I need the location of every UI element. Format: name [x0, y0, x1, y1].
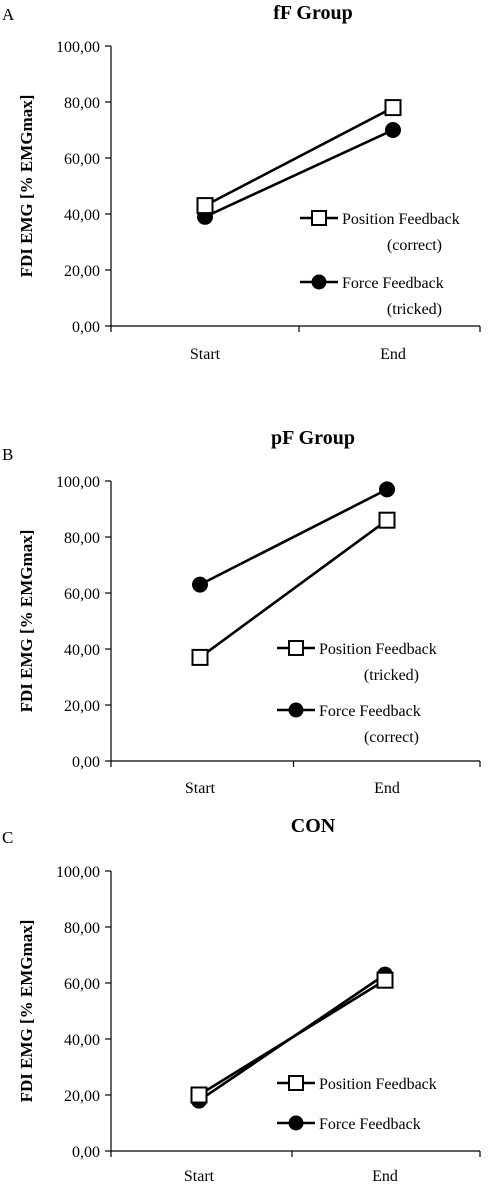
y-axis-label: FDI EMG [% EMGmax]: [17, 530, 36, 713]
y-tick-label: 20,00: [64, 1088, 100, 1105]
force-feedback-point: [385, 122, 401, 138]
legend-label: Position Feedback: [342, 211, 460, 228]
chart-title: pF Group: [271, 427, 355, 449]
y-axis-label: FDI EMG [% EMGmax]: [17, 920, 36, 1103]
legend-entry-position: Position Feedback: [277, 1075, 437, 1093]
y-tick-label: 80,00: [64, 95, 100, 112]
position-feedback-point: [196, 197, 214, 215]
position-feedback-point: [378, 511, 396, 529]
legend-label: Force Feedback: [319, 1116, 421, 1133]
legend-label-sub: (correct): [387, 237, 442, 254]
legend-square-marker: [311, 210, 327, 226]
series-line-force: [204, 128, 394, 218]
y-tick-label: 0,00: [72, 754, 100, 771]
y-tick-label: 40,00: [64, 1032, 100, 1049]
x-tick-label: Start: [190, 346, 221, 363]
y-tick-label: 60,00: [64, 586, 100, 603]
position-feedback-point: [384, 99, 402, 117]
x-tick-label: End: [380, 346, 406, 363]
y-tick-label: 100,00: [56, 474, 100, 491]
legend-circle-marker: [311, 274, 327, 290]
force-feedback-point: [379, 481, 395, 498]
legend-label: Force Feedback: [319, 703, 421, 720]
panel-letter: C: [2, 828, 13, 847]
series-line-position: [199, 519, 388, 659]
y-axis-label: FDI EMG [% EMGmax]: [17, 95, 36, 278]
y-tick-label: 80,00: [64, 920, 100, 937]
position-feedback-point: [376, 971, 394, 989]
legend-label-sub: (tricked): [364, 667, 419, 684]
y-tick-label: 0,00: [72, 319, 100, 336]
panel-letter: B: [2, 445, 13, 464]
panel-letter: A: [2, 5, 15, 24]
legend-square-marker: [288, 1075, 304, 1091]
legend-label: Position Feedback: [319, 641, 437, 658]
chart-title: fF Group: [273, 2, 352, 24]
legend-circle-marker: [288, 702, 304, 718]
series-line-force: [199, 488, 388, 586]
series-line-position: [198, 979, 386, 1097]
position-feedback-point: [191, 648, 209, 666]
y-tick-label: 20,00: [64, 263, 100, 280]
y-tick-label: 60,00: [64, 151, 100, 168]
position-feedback-point: [190, 1086, 208, 1104]
chart-panel-c: C CON FDI EMG [% EMGmax] 0,00 20,00 40,00 60,0…: [2, 815, 481, 1184]
x-tick-label: Start: [184, 1168, 215, 1184]
y-tick-label: 40,00: [64, 207, 100, 224]
legend-square-marker: [288, 640, 304, 656]
chart-title: CON: [291, 815, 336, 837]
legend-label: Force Feedback: [342, 275, 444, 292]
y-tick-label: 40,00: [64, 642, 100, 659]
y-tick-label: 80,00: [64, 530, 100, 547]
legend-entry-force: Force Feedback (correct): [277, 702, 421, 746]
x-tick-label: Start: [185, 780, 216, 797]
legend-entry-position: Position Feedback (correct): [300, 210, 460, 254]
y-tick-label: 20,00: [64, 698, 100, 715]
series-line-position: [204, 106, 394, 207]
legend-label-sub: (correct): [364, 729, 419, 746]
x-tick-label: End: [374, 780, 400, 797]
y-tick-label: 100,00: [56, 39, 100, 56]
force-feedback-point: [192, 576, 208, 593]
y-tick-label: 60,00: [64, 976, 100, 993]
legend-entry-position: Position Feedback (tricked): [277, 640, 437, 684]
chart-panel-b: BpF Group FDI EMG [% EMGmax] 0,00 20,00 40,0…: [2, 427, 481, 797]
legend-label: Position Feedback: [319, 1076, 437, 1093]
legend-entry-force: Force Feedback: [277, 1115, 421, 1133]
x-tick-label: End: [372, 1168, 398, 1184]
legend-entry-force: Force Feedback (tricked): [300, 274, 444, 318]
legend-circle-marker: [288, 1115, 304, 1131]
legend-label-sub: (tricked): [387, 301, 442, 318]
y-tick-label: 100,00: [56, 864, 100, 881]
y-tick-label: 0,00: [72, 1144, 100, 1161]
